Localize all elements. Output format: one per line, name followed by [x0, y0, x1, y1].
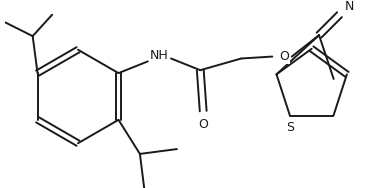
Text: NH: NH	[150, 49, 169, 62]
Text: S: S	[286, 121, 294, 134]
Text: O: O	[198, 118, 208, 131]
Text: O: O	[279, 50, 289, 63]
Text: N: N	[345, 0, 354, 13]
